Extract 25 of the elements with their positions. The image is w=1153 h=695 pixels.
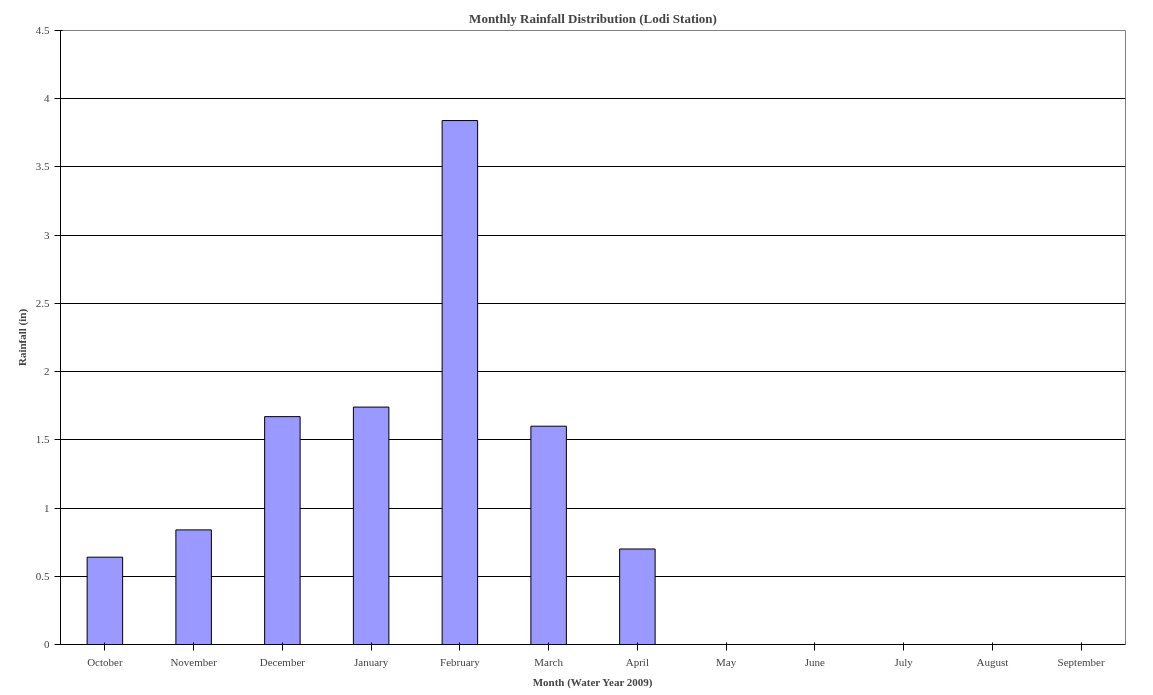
x-tick-label: June (804, 655, 826, 668)
y-tick-label: 2 (44, 365, 50, 378)
y-tick-label: 3.5 (35, 160, 50, 173)
y-tick-label: 0.5 (35, 569, 50, 582)
chart-title: Monthly Rainfall Distribution (Lodi Station) (469, 10, 717, 26)
y-tick-label: 0 (44, 638, 50, 650)
y-tick-label: 2.5 (35, 296, 50, 309)
x-tick-label: January (354, 655, 389, 668)
y-tick-label: 4 (44, 92, 50, 105)
x-tick-label: March (534, 655, 564, 668)
x-tick-label: July (894, 655, 914, 668)
x-tick-label: December (259, 655, 306, 668)
y-axis-title: Rainfall (in) (15, 308, 29, 367)
x-tick-label: August (976, 655, 1009, 668)
x-tick-label: September (1057, 655, 1105, 668)
x-tick-label: February (440, 655, 481, 668)
y-tick-label: 3 (44, 228, 50, 241)
y-tick-label: 1.5 (35, 433, 50, 446)
x-tick-label: May (716, 655, 737, 668)
y-tick-label: 4.5 (35, 24, 50, 36)
x-tick-label: November (170, 655, 218, 668)
x-tick-label: April (625, 655, 649, 668)
y-tick-label: 1 (44, 501, 50, 514)
x-axis-title: Month (Water Year 2009) (532, 675, 653, 689)
x-tick-label: October (87, 655, 123, 668)
